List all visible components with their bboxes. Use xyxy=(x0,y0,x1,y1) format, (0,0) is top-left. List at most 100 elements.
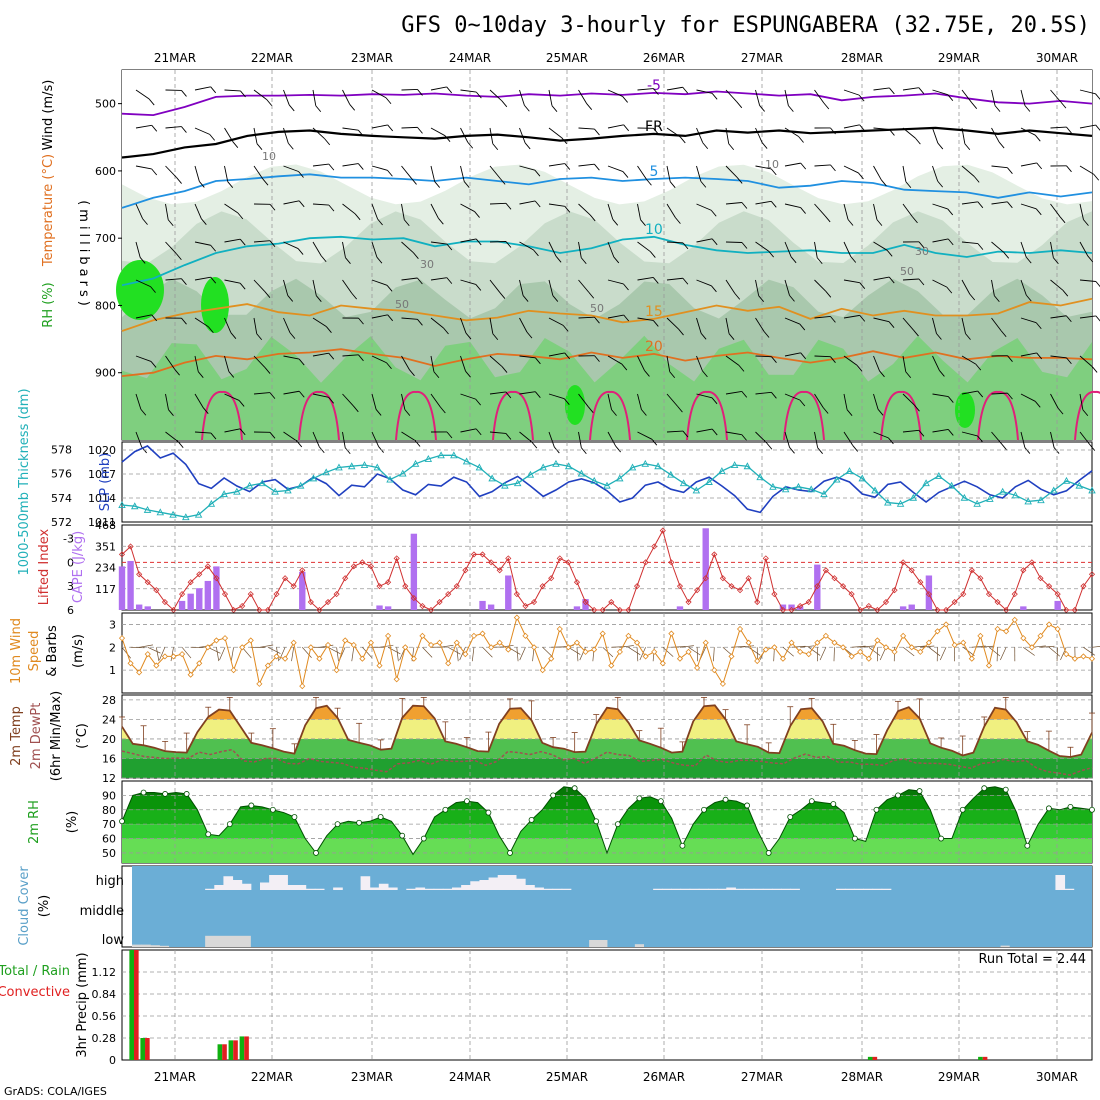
wind-barb xyxy=(1020,241,1027,258)
high-cloud-bar xyxy=(260,882,270,890)
wind-barb-flag xyxy=(475,428,482,436)
warm-surface-contour xyxy=(492,390,534,441)
lifted-index-point xyxy=(445,591,452,598)
wind-barb-flag xyxy=(1065,315,1072,323)
wind-barb xyxy=(430,165,436,182)
wind-barb-flag xyxy=(551,105,558,113)
thickness-point xyxy=(922,479,930,487)
wind-barb-flag xyxy=(623,314,630,322)
wind-barb-flag xyxy=(644,370,650,377)
lifted-index-point xyxy=(582,598,589,606)
date-label-bottom: 28MAR xyxy=(841,1070,883,1084)
thickness-point xyxy=(118,501,126,508)
wind-barb-flag xyxy=(168,409,174,417)
thickness-point xyxy=(386,475,394,483)
lifted-index-point xyxy=(633,583,641,590)
rh-point xyxy=(463,798,470,805)
wind-barb xyxy=(312,89,317,106)
wind-barb-flag xyxy=(378,446,384,453)
wind-barb-flag xyxy=(682,430,689,438)
date-label-bottom: 26MAR xyxy=(643,1070,685,1084)
surface-wind-barb xyxy=(568,646,581,655)
wind-barb xyxy=(637,241,651,252)
wind-barb xyxy=(253,392,270,395)
wind-barb-flag xyxy=(289,332,296,339)
wind-barb xyxy=(873,276,890,281)
wind-barb xyxy=(312,241,322,256)
wind-barb xyxy=(784,162,801,167)
rh-point xyxy=(744,802,751,809)
wind-barb xyxy=(607,203,614,220)
thickness-point xyxy=(730,461,739,468)
thickness-point xyxy=(756,473,764,481)
rh-point xyxy=(291,814,298,820)
wind-barb-flag xyxy=(417,89,423,96)
rh-point xyxy=(226,821,233,828)
wind-speed-point xyxy=(839,644,847,651)
wind-barb-flag xyxy=(888,276,895,284)
thickness-point xyxy=(271,487,279,495)
wind-barb-flag xyxy=(1034,401,1041,408)
warm-surface-contour xyxy=(395,390,437,441)
wind-barb xyxy=(224,355,230,372)
wind-barb-flag xyxy=(352,405,359,413)
cape-bar xyxy=(814,564,821,610)
lifted-index-tick-label: 0 xyxy=(67,556,74,569)
wind-barb-flag xyxy=(710,209,717,217)
wind-barb xyxy=(342,354,359,357)
wind-barb-flag xyxy=(315,295,322,302)
wind-barb-flag xyxy=(1007,201,1013,209)
wind-barb-flag xyxy=(344,447,351,455)
rh-point xyxy=(1067,803,1074,810)
lifted-index-point xyxy=(917,579,924,586)
wind-barb xyxy=(342,241,346,258)
lifted-index-point xyxy=(522,602,529,610)
wind-barb xyxy=(489,279,501,293)
wind-barb-flag xyxy=(181,278,187,286)
wind-barb-flag xyxy=(526,331,533,339)
wind-speed-point xyxy=(814,639,821,646)
convective-precip-bar xyxy=(982,1056,988,1060)
thickness-tick-label: 578 xyxy=(51,443,72,456)
wind-barb-flag xyxy=(555,256,562,263)
wind-barb-flag xyxy=(505,391,512,399)
surface-wind-barb xyxy=(276,647,279,662)
wind-barb xyxy=(401,355,410,371)
high-cloud-bar xyxy=(552,888,563,890)
wind-barb-flag xyxy=(176,253,182,261)
isotherm-line xyxy=(121,90,1093,117)
rh-point xyxy=(938,835,945,842)
cape-bar xyxy=(144,606,151,610)
thickness-point xyxy=(667,470,675,478)
warm-surface-contour xyxy=(589,390,631,441)
wind-barb xyxy=(224,165,229,182)
lifted-index-tick-label: 6 xyxy=(67,604,74,617)
wind-barb xyxy=(194,86,211,91)
wind-barb-flag xyxy=(946,286,953,294)
wind-speed-point xyxy=(1003,628,1010,635)
surface-wind-barb xyxy=(516,647,519,662)
surface-wind-barb xyxy=(181,647,192,659)
wind-barb xyxy=(371,89,387,99)
wind-barb xyxy=(814,431,819,448)
high-cloud-bar xyxy=(1055,875,1066,890)
wind-barb xyxy=(784,203,801,208)
wind-barb-flag xyxy=(682,277,689,285)
rh-band xyxy=(122,838,1092,863)
wind-barb xyxy=(460,355,466,372)
wind-speed-point xyxy=(857,648,864,655)
wind-barb xyxy=(784,431,790,448)
lifted-index-point xyxy=(196,571,203,578)
wind-speed-point xyxy=(711,667,718,674)
wind-barb xyxy=(725,355,740,366)
wind-barb-flag xyxy=(830,164,836,172)
wind-barb xyxy=(666,355,671,372)
rh-point xyxy=(269,806,276,813)
wind-barb xyxy=(991,165,1008,169)
low-cloud-block xyxy=(205,935,251,947)
wind-barb-flag xyxy=(915,137,921,145)
wind-barb xyxy=(224,317,232,333)
surface-wind-barb xyxy=(928,647,941,657)
wind-barb xyxy=(371,241,378,258)
rh-point xyxy=(981,785,988,792)
